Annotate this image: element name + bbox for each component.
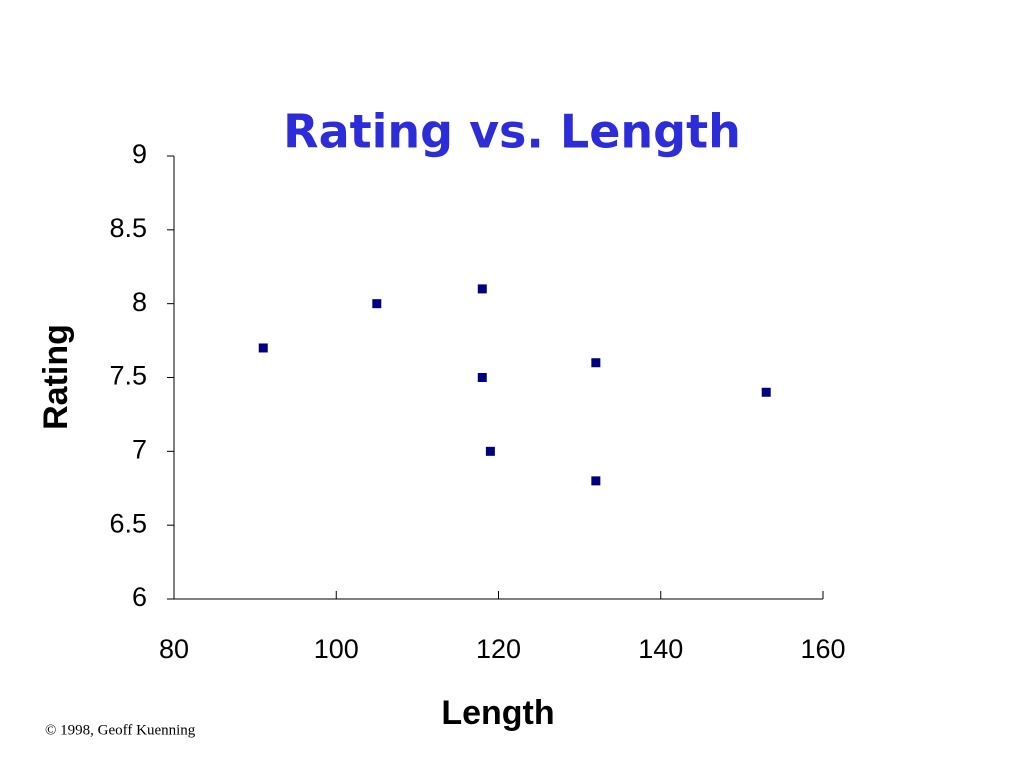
- point: [591, 358, 601, 368]
- x-tick-label: 80: [159, 634, 189, 664]
- point: [372, 299, 382, 309]
- point: [591, 476, 601, 486]
- y-tick-label: 8.5: [109, 213, 147, 243]
- x-tick-label: 140: [638, 634, 683, 664]
- point: [258, 343, 268, 353]
- chart-title: Rating vs. Length: [283, 105, 741, 159]
- y-tick-label: 9: [132, 139, 147, 169]
- x-axis-label: Length: [441, 694, 554, 732]
- point: [761, 387, 771, 397]
- x-tick-label: 120: [476, 634, 521, 664]
- point: [477, 373, 487, 382]
- y-tick-label: 7.5: [109, 361, 147, 391]
- y-tick-label: 7: [132, 434, 147, 464]
- y-tick-label: 8: [132, 287, 147, 317]
- x-tick-label: 160: [800, 634, 845, 664]
- footer: © 1998, Geoff Kuenning: [45, 722, 196, 738]
- point: [477, 284, 487, 294]
- x-tick-label: 100: [314, 634, 359, 664]
- y-tick-label: 6: [132, 582, 147, 612]
- y-axis-label: Rating: [37, 324, 75, 430]
- y-tick-label: 6.5: [109, 508, 147, 538]
- point: [485, 446, 495, 456]
